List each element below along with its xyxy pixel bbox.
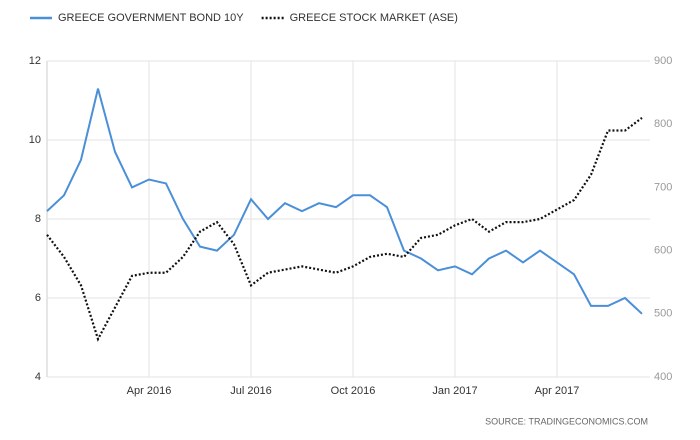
y-tick-label: 8 <box>35 213 41 225</box>
y-tick-label: 10 <box>29 134 41 146</box>
y-tick-label: 12 <box>29 55 41 67</box>
source: SOURCE: TRADINGECONOMICS.COM <box>485 416 648 426</box>
legend-label: GREECE STOCK MARKET (ASE) <box>290 12 458 24</box>
x-tick-label: Apr 2017 <box>535 385 580 397</box>
series-line <box>46 88 643 315</box>
x-tick-label: Jul 2016 <box>230 385 272 397</box>
y2-tick-label: 900 <box>654 55 672 67</box>
y2-tick-label: 800 <box>654 118 672 130</box>
y2-tick-label: 700 <box>654 181 672 193</box>
x-tick-label: Oct 2016 <box>331 385 376 397</box>
y2-tick-label: 600 <box>654 245 672 257</box>
y2-tick-label: 500 <box>654 308 672 320</box>
legend-label: GREECE GOVERNMENT BOND 10Y <box>58 12 244 24</box>
series-line <box>46 116 643 342</box>
y-tick-label: 4 <box>35 371 41 383</box>
x-tick-label: Jan 2017 <box>432 385 477 397</box>
y2-tick-label: 400 <box>654 371 672 383</box>
x-tick-label: Apr 2016 <box>127 385 172 397</box>
y-tick-label: 6 <box>35 292 41 304</box>
